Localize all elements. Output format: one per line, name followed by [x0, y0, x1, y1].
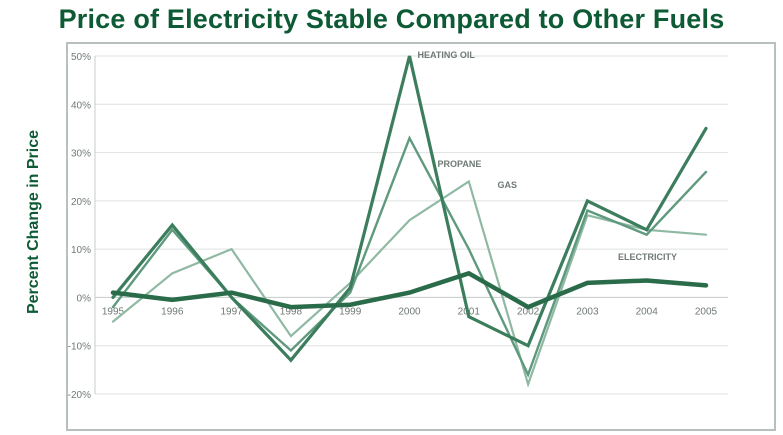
x-tick-label: 1996: [161, 306, 184, 317]
series-label-propane: PROPANE: [438, 159, 482, 169]
chart-title: Price of Electricity Stable Compared to …: [58, 4, 725, 34]
series-line-electricity: [110, 270, 709, 310]
x-tick-label: 2003: [576, 306, 599, 317]
series-line-heating-oil: [111, 55, 708, 363]
series-label-gas: GAS: [498, 180, 518, 190]
series-line-gas: [111, 179, 708, 388]
x-tick-label: 2002: [517, 306, 540, 317]
y-tick-label: 30%: [71, 149, 91, 160]
x-tick-label: 1998: [280, 306, 303, 317]
y-tick-label: 0%: [77, 293, 92, 304]
chart-frame: 50% 40% 30% 20% 10% 0% -10% -20% 1995 1996 1997 199…: [66, 42, 776, 431]
y-tick-label: -20%: [68, 390, 91, 401]
x-tick-label: 1997: [220, 306, 243, 317]
series-label-heating-oil: HEATING OIL: [418, 50, 476, 60]
line-chart: 50% 40% 30% 20% 10% 0% -10% -20% 1995 1996 1997 199…: [68, 50, 728, 401]
x-tick-label: 2005: [695, 306, 718, 317]
y-tick-label: 50%: [71, 52, 91, 63]
series-label-electricity: ELECTRICITY: [618, 252, 677, 262]
x-tick-label: 1995: [102, 306, 125, 317]
x-tick-label: 1999: [339, 306, 362, 317]
y-tick-label: -10%: [68, 342, 91, 353]
y-tick-label: 20%: [71, 197, 91, 208]
y-tick-label: 10%: [71, 245, 91, 256]
y-axis-label: Percent Change in Price: [25, 129, 42, 315]
x-tick-label: 2004: [636, 306, 659, 317]
y-tick-label: 40%: [71, 100, 91, 111]
x-tick-label: 2000: [398, 306, 421, 317]
